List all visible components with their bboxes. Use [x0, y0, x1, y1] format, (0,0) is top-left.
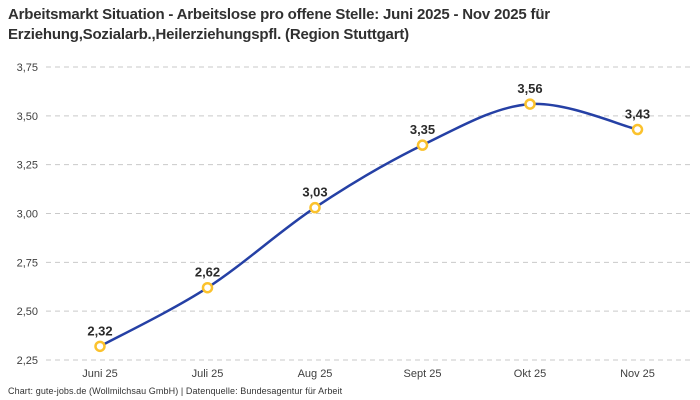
- data-point-label: 3,03: [302, 185, 327, 200]
- y-tick-label: 3,25: [17, 160, 38, 172]
- data-point-label: 2,62: [195, 265, 220, 280]
- x-tick-label: Sept 25: [404, 368, 442, 380]
- y-tick-label: 2,25: [17, 355, 38, 367]
- data-point-label: 3,56: [517, 81, 542, 96]
- chart-title: Arbeitsmarkt Situation - Arbeitslose pro…: [8, 5, 696, 45]
- chart-title-line1: Arbeitsmarkt Situation - Arbeitslose pro…: [8, 6, 550, 23]
- chart-attribution: Chart: gute-jobs.de (Wollmilchsau GmbH) …: [8, 386, 343, 396]
- x-tick-label: Juli 25: [192, 368, 224, 380]
- data-point-marker: [416, 139, 429, 151]
- y-tick-label: 2,50: [17, 306, 38, 318]
- data-point-marker: [309, 201, 321, 214]
- y-tick-label: 3,50: [17, 111, 38, 123]
- y-tick-label: 3,75: [17, 62, 38, 74]
- data-line: [98, 102, 639, 348]
- data-point-marker: [201, 281, 214, 294]
- x-tick-label: Aug 25: [298, 368, 333, 380]
- data-point-label: 3,35: [410, 122, 435, 137]
- x-tick-label: Nov 25: [620, 368, 655, 380]
- x-tick-label: Juni 25: [82, 368, 117, 380]
- y-tick-label: 2,75: [17, 257, 38, 269]
- data-point-marker: [631, 123, 644, 136]
- data-point-marker: [94, 340, 106, 353]
- data-point-label: 3,43: [625, 107, 650, 122]
- chart-title-line2: Erziehung,Sozialarb.,Heilerziehungspfl. …: [8, 26, 409, 43]
- data-point-label: 2,32: [87, 323, 112, 338]
- data-point-marker: [524, 98, 536, 110]
- y-tick-label: 3,00: [17, 209, 38, 221]
- x-tick-label: Okt 25: [514, 368, 546, 380]
